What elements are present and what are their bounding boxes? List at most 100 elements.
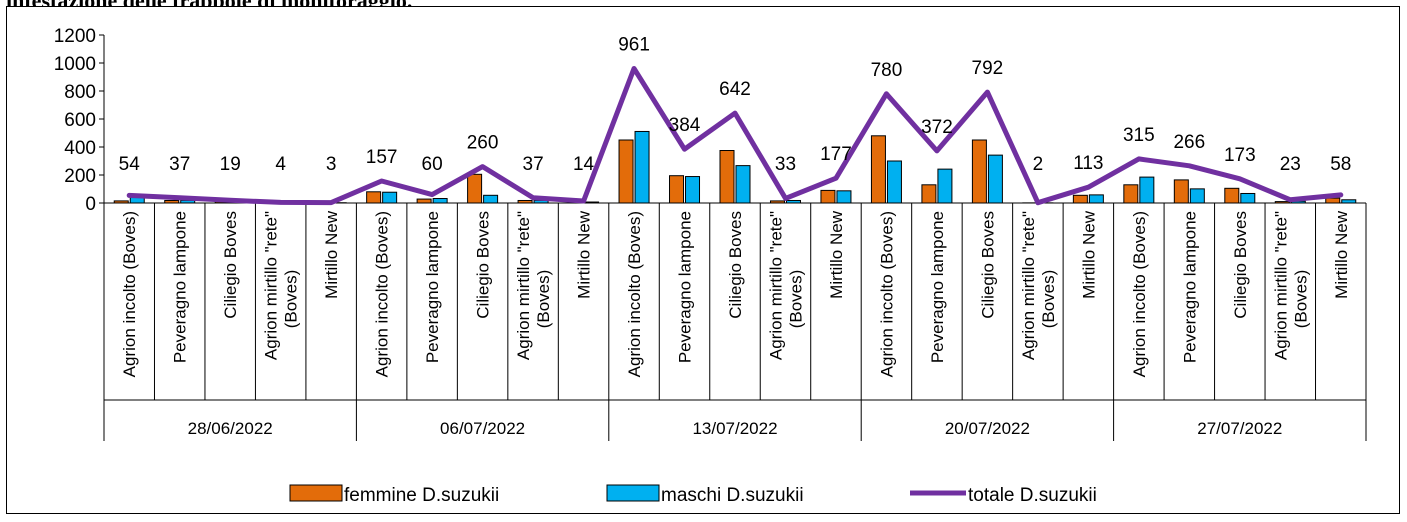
chart-area	[6, 6, 1400, 514]
category-label-line: Agrion incolto (Boves)	[877, 211, 896, 377]
bar-femmine	[1224, 187, 1240, 204]
category-label: Mirtillo New	[827, 210, 846, 299]
data-label-totale: 113	[1073, 153, 1103, 174]
bar-maschi	[836, 190, 852, 204]
bar-maschi	[685, 176, 701, 204]
bar-femmine	[467, 173, 483, 204]
bar-femmine	[669, 175, 685, 204]
group-label-date: 20/07/2022	[945, 419, 1030, 438]
category-label: Ciliegio Boves	[221, 211, 240, 319]
data-label-totale: 260	[467, 133, 499, 154]
category-label: Ciliegio Boves	[1231, 211, 1250, 319]
category-label-line: Peveragno lampone	[1180, 211, 1199, 363]
category-label: Agrion incolto (Boves)	[120, 211, 139, 377]
category-label: Agrion mirtillo "rete" (Boves)	[766, 211, 805, 360]
bar-femmine	[820, 189, 836, 204]
category-label-line: (Boves)	[534, 270, 553, 329]
data-label-totale: 14	[573, 154, 595, 175]
category-label-line: Agrion mirtillo "rete"	[262, 211, 281, 360]
bar-maschi	[1088, 194, 1104, 204]
category-label-line: Ciliegio Boves	[978, 211, 997, 319]
data-label-totale: 37	[169, 154, 190, 175]
category-label: Agrion mirtillo "rete" (Boves)	[514, 211, 553, 360]
category-label-line: Mirtillo New	[1332, 210, 1351, 299]
category-label: Peveragno lampone	[171, 211, 190, 363]
legend-femmine-label: femmine D.suzukii	[344, 485, 499, 506]
category-label-line: Mirtillo New	[1079, 210, 1098, 299]
data-label-totale: 157	[366, 147, 398, 168]
category-label: Ciliegio Boves	[726, 211, 745, 319]
y-tick-label: 200	[64, 166, 96, 187]
category-label-line: Agrion incolto (Boves)	[625, 211, 644, 377]
bar-femmine	[618, 139, 634, 204]
category-label-line: (Boves)	[282, 270, 301, 329]
category-label-line: Peveragno lampone	[171, 211, 190, 363]
y-tick-label: 600	[64, 110, 96, 131]
category-label: Mirtillo New	[322, 210, 341, 299]
data-label-totale: 4	[275, 154, 286, 175]
category-label: Peveragno lampone	[676, 211, 695, 363]
group-label-date: 13/07/2022	[692, 419, 777, 438]
category-label-line: Peveragno lampone	[928, 211, 947, 363]
data-label-totale: 642	[719, 79, 751, 100]
legend-maschi-label: maschi D.suzukii	[661, 485, 804, 506]
category-label-line: Agrion mirtillo "rete"	[766, 211, 785, 360]
bar-maschi	[886, 160, 902, 204]
bar-femmine	[1325, 197, 1341, 204]
group-label-date: 27/07/2022	[1197, 419, 1282, 438]
category-label: Agrion incolto (Boves)	[1130, 211, 1149, 377]
category-label-line: Ciliegio Boves	[726, 211, 745, 319]
category-label: Peveragno lampone	[1180, 211, 1199, 363]
y-tick-label: 800	[64, 82, 96, 103]
category-label: Mirtillo New	[1332, 210, 1351, 299]
data-label-totale: 780	[871, 60, 903, 81]
data-label-totale: 19	[220, 154, 241, 175]
group-label-date: 06/07/2022	[440, 419, 525, 438]
bar-maschi	[987, 154, 1003, 204]
category-label: Mirtillo New	[1079, 210, 1098, 299]
category-label: Peveragno lampone	[928, 211, 947, 363]
bar-femmine	[870, 135, 886, 204]
data-label-totale: 372	[921, 117, 953, 138]
data-label-totale: 266	[1173, 132, 1205, 153]
category-label: Mirtillo New	[575, 210, 594, 299]
bar-maschi	[735, 165, 751, 204]
category-label-line: Ciliegio Boves	[1231, 211, 1250, 319]
data-label-totale: 37	[523, 154, 544, 175]
category-label-line: Agrion mirtillo "rete"	[1019, 211, 1038, 360]
bar-maschi	[1240, 192, 1256, 204]
category-label-line: Agrion incolto (Boves)	[373, 211, 392, 377]
category-label: Agrion mirtillo "rete" (Boves)	[262, 211, 301, 360]
series-line-totale	[126, 66, 1344, 206]
category-label: Ciliegio Boves	[978, 211, 997, 319]
data-label-totale: 792	[972, 58, 1004, 79]
category-label: Agrion mirtillo "rete" (Boves)	[1271, 211, 1310, 360]
category-label-line: Agrion mirtillo "rete"	[1271, 211, 1290, 360]
bar-femmine	[416, 198, 432, 204]
bar-maschi	[937, 168, 953, 204]
category-label-line: Agrion incolto (Boves)	[1130, 211, 1149, 377]
group-label-date: 28/06/2022	[188, 419, 273, 438]
data-label-totale: 961	[618, 34, 650, 55]
data-label-totale: 58	[1330, 154, 1351, 175]
category-label: Ciliegio Boves	[474, 211, 493, 319]
category-label-line: Mirtillo New	[322, 210, 341, 299]
category-label-line: (Boves)	[1039, 270, 1058, 329]
category-label-line: Mirtillo New	[827, 210, 846, 299]
category-label: Agrion incolto (Boves)	[625, 211, 644, 377]
category-label-line: Peveragno lampone	[676, 211, 695, 363]
data-label-totale: 60	[422, 154, 443, 175]
bar-maschi	[432, 198, 448, 204]
bar-femmine	[366, 191, 382, 204]
category-label: Agrion incolto (Boves)	[877, 211, 896, 377]
legend-maschi-swatch	[606, 484, 660, 502]
data-label-totale: 384	[669, 115, 701, 136]
bar-femmine	[921, 184, 937, 204]
bar-maschi	[1189, 188, 1205, 204]
category-label-line: (Boves)	[1291, 270, 1310, 329]
bar-femmine	[1123, 184, 1139, 204]
bar-femmine	[719, 150, 735, 204]
y-tick-label: 400	[64, 138, 96, 159]
category-label-line: Peveragno lampone	[423, 211, 442, 363]
